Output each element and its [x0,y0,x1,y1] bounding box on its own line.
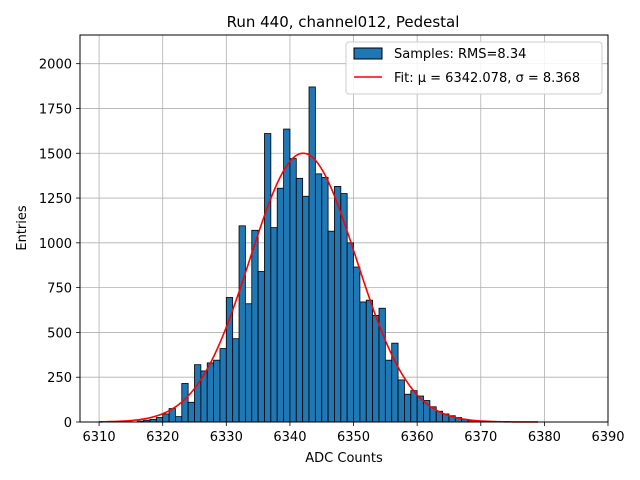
histogram-bar [155,417,164,423]
legend-box [345,41,603,95]
chart-title: Run 440, channel012, Pedestal [227,13,460,31]
legend-histogram-swatch [353,47,383,60]
histogram-bar [194,364,202,423]
histogram-bar [225,297,234,423]
histogram-bar [359,301,367,423]
histogram-bar [321,177,329,423]
histogram-bar [213,359,221,423]
histogram-bar [334,185,342,423]
x-tick-label: 6350 [337,430,370,445]
x-tick-label: 6330 [210,430,243,445]
x-tick-label: 6390 [591,430,624,445]
y-tick-label: 500 [47,326,72,341]
x-axis-label: ADC Counts [305,451,383,466]
histogram-bar [257,271,265,423]
x-tick-label: 6310 [83,430,116,445]
legend-fit-label: Fit: μ = 6342.078, σ = 8.368 [394,71,580,86]
histogram-bar [206,362,214,423]
plot-frame [79,34,609,423]
histogram-bar [289,158,297,423]
histogram-bar [187,401,195,423]
histogram-bar [314,173,323,423]
histogram-bars [136,86,482,423]
y-tick-label: 1750 [39,102,72,117]
histogram-bar [397,379,405,423]
histogram-bar [410,390,418,423]
histogram-bar [251,229,259,423]
x-tick-label: 6370 [464,430,497,445]
histogram-bar [302,195,310,423]
histogram-bar [270,227,278,423]
histogram-bar [219,348,227,423]
histogram-bar [327,230,335,423]
histogram-bar [346,242,354,423]
y-tick-label: 1000 [39,237,72,252]
histogram-bar [276,187,284,423]
y-tick-label: 0 [64,416,72,431]
histogram-bar [404,393,412,423]
histogram-bar [295,177,304,423]
y-axis-ticks: 0 250 500 750 1000 1250 1500 1750 2000 [39,58,80,431]
histogram-bar [308,86,316,423]
y-axis-label: Entries [15,205,30,251]
x-axis-ticks: 6310 6320 6330 6340 6350 6360 6370 6380 6390 [83,422,625,445]
histogram-bar [162,413,170,423]
fit-curve [99,152,539,423]
x-tick-label: 6320 [146,430,179,445]
histogram-bar [181,383,189,423]
histogram-bar [232,338,240,423]
histogram-bar [384,359,393,423]
histogram-bar [175,416,183,423]
y-tick-label: 2000 [39,58,72,73]
y-tick-label: 750 [47,282,72,297]
legend: Samples: RMS=8.34 Fit: μ = 6342.078, σ =… [345,41,603,95]
histogram-bar [244,303,253,423]
legend-histogram-label: Samples: RMS=8.34 [394,47,526,62]
x-tick-label: 6340 [273,430,306,445]
fit-curve-group [99,152,539,423]
y-tick-label: 1500 [39,147,72,162]
x-tick-label: 6360 [401,430,434,445]
y-tick-label: 250 [47,371,72,386]
histogram-bar [264,133,272,423]
x-tick-label: 6380 [528,430,561,445]
histogram-bar [283,128,291,423]
y-tick-label: 1250 [39,192,72,207]
histogram-bar [238,225,246,423]
histogram-bar [365,299,374,423]
histogram-bar [353,266,361,423]
histogram-bar [372,314,380,423]
